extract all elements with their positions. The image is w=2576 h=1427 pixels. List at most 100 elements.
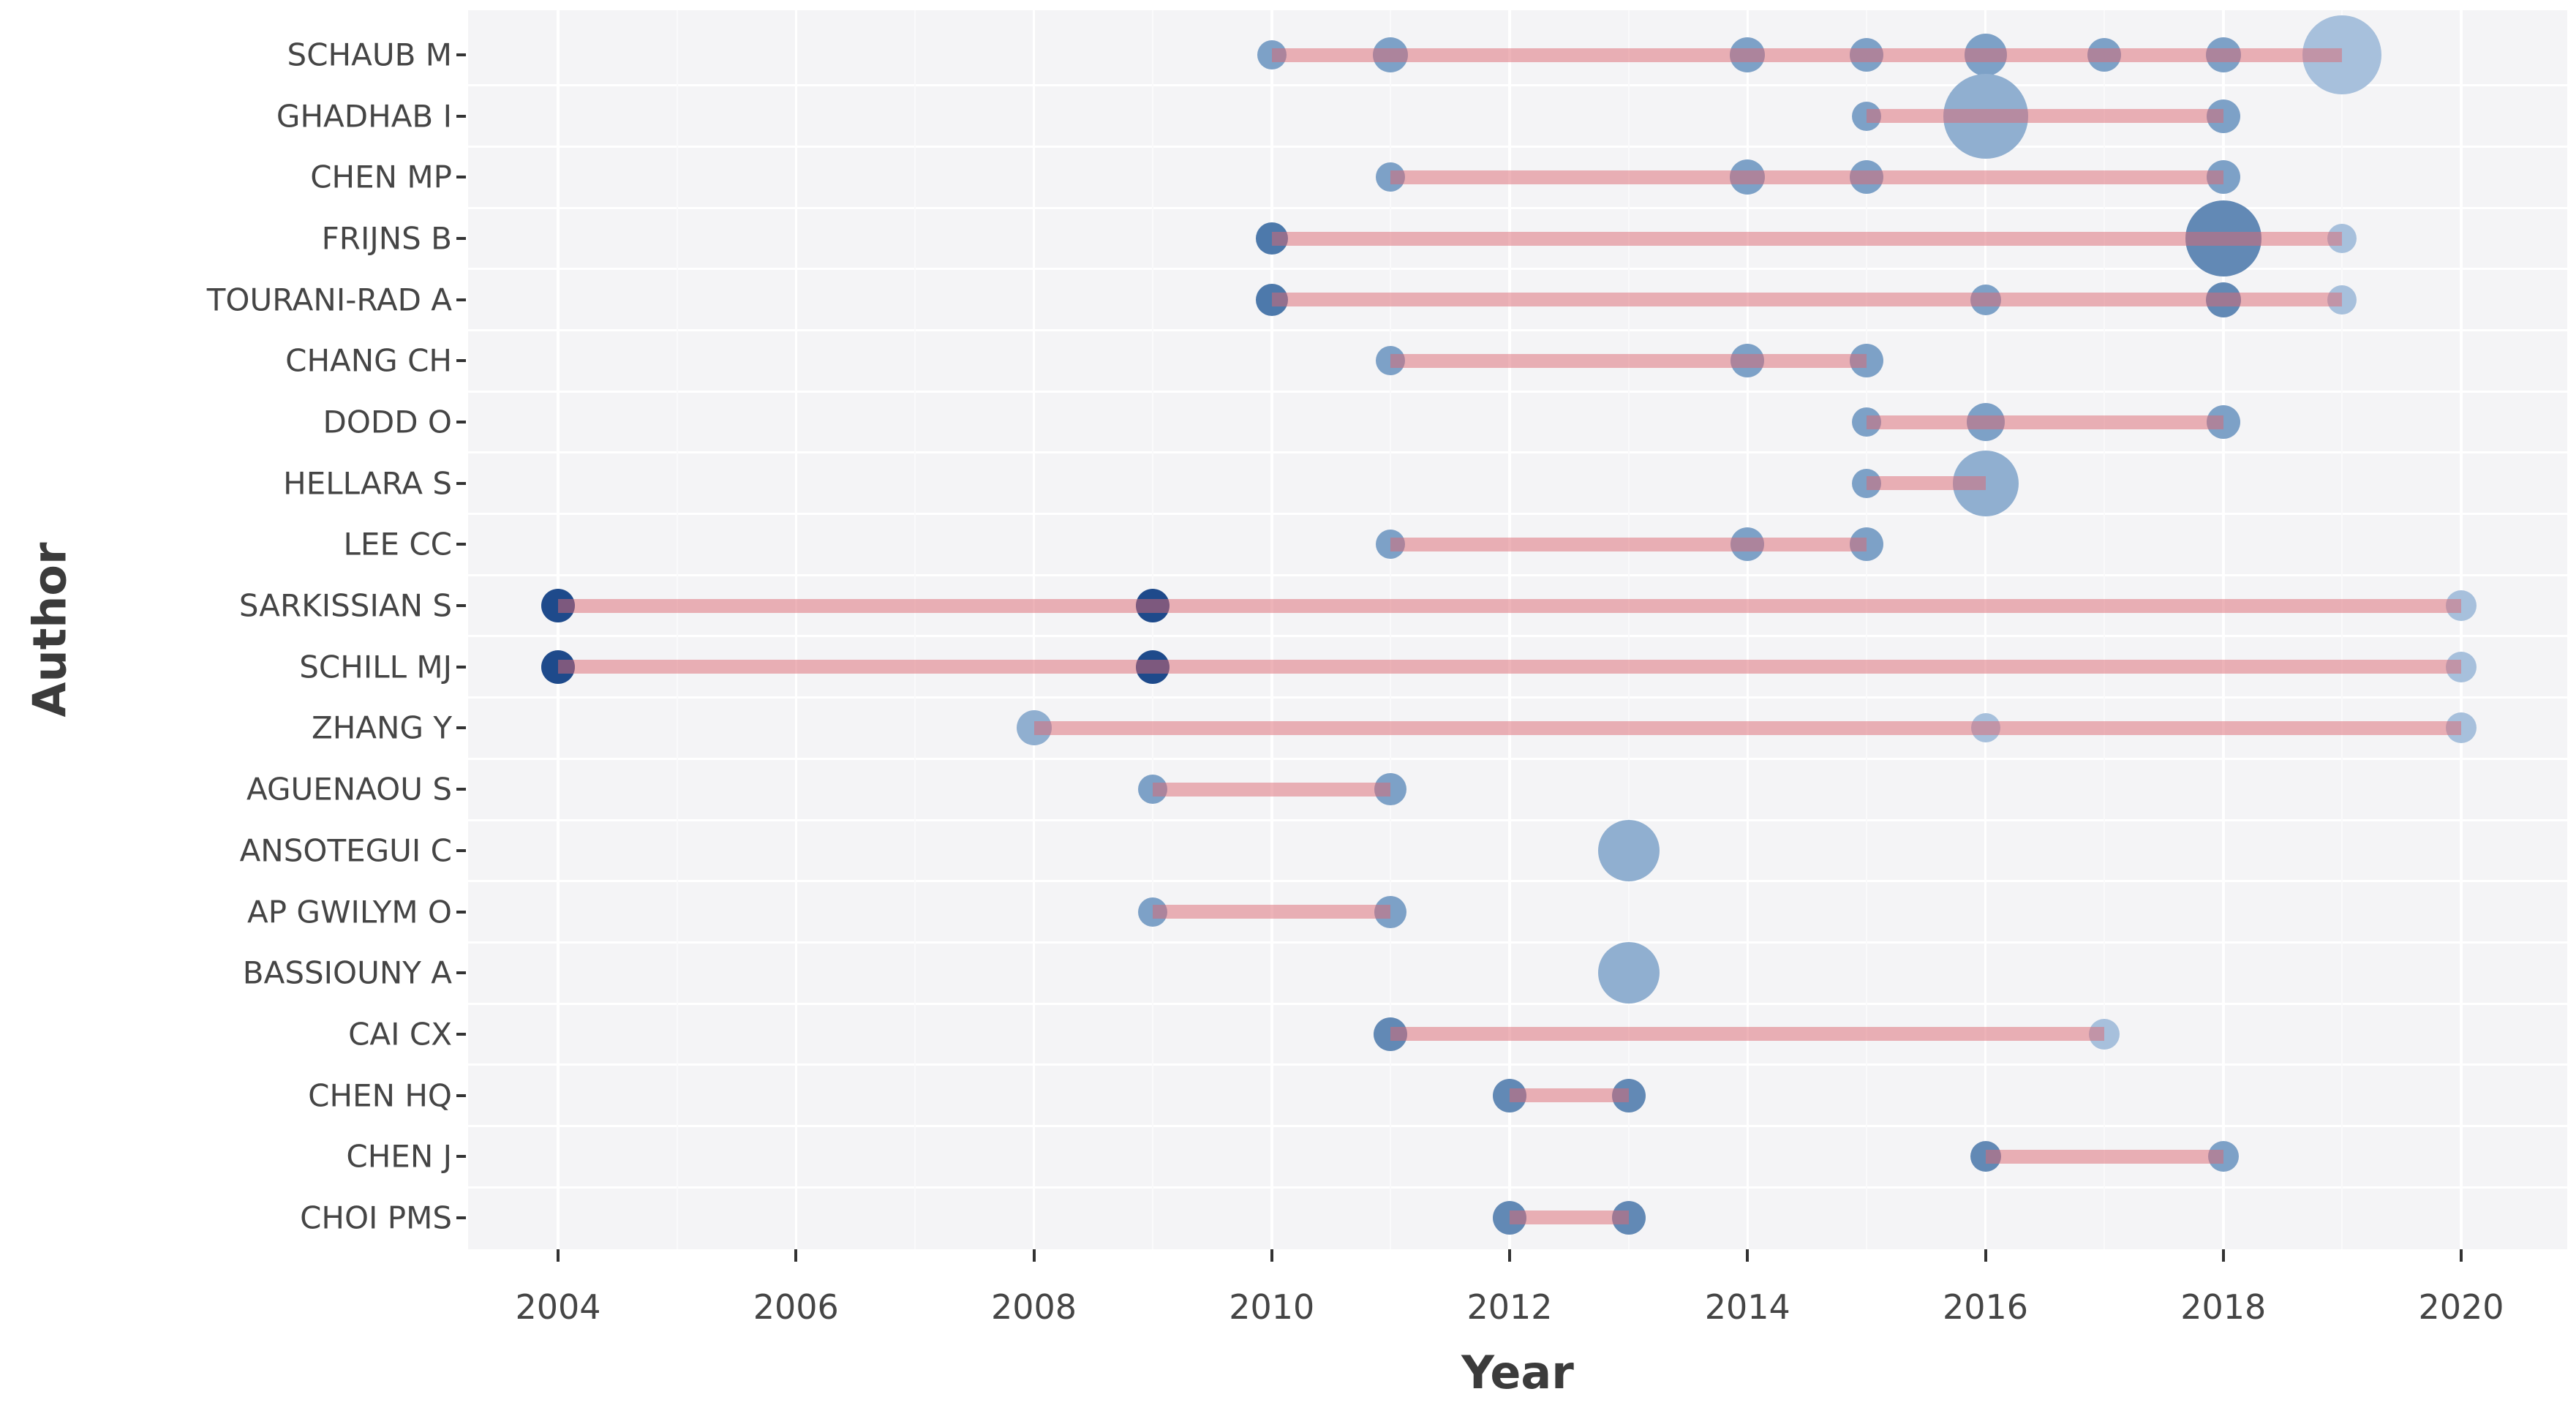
vertical-gridline: [2460, 10, 2463, 1249]
y-axis-tick: [456, 176, 466, 179]
y-axis-tick: [456, 359, 466, 363]
vertical-gridline: [2222, 10, 2225, 1249]
vertical-gridline: [1746, 10, 1749, 1249]
production-timeline: [1153, 905, 1391, 919]
horizontal-gridline: [468, 635, 2567, 638]
y-axis-tick: [456, 1032, 466, 1036]
y-axis-tick: [456, 604, 466, 608]
x-axis-tick: [1746, 1249, 1750, 1262]
y-axis-label: CHOI PMS: [300, 1200, 452, 1236]
y-axis-label: CAI CX: [348, 1016, 452, 1053]
horizontal-gridline: [468, 84, 2567, 87]
x-axis-tick: [1508, 1249, 1511, 1262]
horizontal-gridline: [468, 696, 2567, 699]
y-axis-title: Author: [23, 542, 77, 718]
y-axis-label: CHEN J: [346, 1138, 452, 1175]
production-timeline: [1033, 720, 2461, 735]
vertical-gridline: [1270, 10, 1273, 1249]
y-axis-label: ZHANG Y: [311, 709, 452, 746]
x-axis-tick: [557, 1249, 560, 1262]
x-axis-tick-label: 2012: [1466, 1287, 1553, 1327]
horizontal-gridline: [468, 1002, 2567, 1005]
y-axis-label: SARKISSIAN S: [238, 587, 452, 624]
production-timeline: [1866, 476, 1986, 491]
vertical-minor-gridline: [1627, 10, 1630, 1249]
production-timeline: [1271, 293, 2343, 307]
y-axis-label: AGUENAOU S: [246, 771, 452, 807]
vertical-gridline: [557, 10, 560, 1249]
y-axis-tick: [456, 237, 466, 241]
production-timeline: [558, 598, 2461, 613]
horizontal-gridline: [468, 268, 2567, 271]
vertical-minor-gridline: [2104, 10, 2106, 1249]
y-axis-tick: [456, 1155, 466, 1159]
y-axis-label: GHADHAB I: [276, 98, 452, 135]
y-axis-label: HELLARA S: [283, 465, 452, 502]
y-axis-tick: [456, 1216, 466, 1219]
x-axis-tick-label: 2010: [1229, 1287, 1315, 1327]
y-axis-tick: [456, 665, 466, 669]
y-axis-label: AP GWILYM O: [247, 894, 452, 930]
y-axis-label: CHEN MP: [310, 159, 452, 195]
y-axis-tick: [456, 53, 466, 56]
x-axis-tick-label: 2006: [753, 1287, 839, 1327]
y-axis-tick: [456, 1093, 466, 1097]
vertical-gridline: [794, 10, 797, 1249]
horizontal-gridline: [468, 757, 2567, 760]
y-axis-tick: [456, 726, 466, 730]
vertical-minor-gridline: [1152, 10, 1154, 1249]
horizontal-gridline: [468, 1063, 2567, 1066]
y-axis-tick: [456, 848, 466, 852]
x-axis-tick: [794, 1249, 798, 1262]
vertical-minor-gridline: [914, 10, 916, 1249]
x-axis-tick-label: 2016: [1942, 1287, 2029, 1327]
production-timeline: [1153, 782, 1391, 797]
production-timeline: [1985, 1149, 2223, 1164]
y-axis-label: CHANG CH: [285, 342, 452, 379]
x-axis-tick-label: 2020: [2418, 1287, 2504, 1327]
horizontal-gridline: [468, 206, 2567, 209]
article-dot: [1597, 942, 1660, 1004]
horizontal-gridline: [468, 390, 2567, 393]
x-axis-tick-label: 2018: [2180, 1287, 2267, 1327]
y-axis-label: SCHAUB M: [287, 37, 452, 73]
y-axis-tick: [456, 114, 466, 118]
article-dot: [1597, 819, 1660, 881]
horizontal-gridline: [468, 880, 2567, 883]
horizontal-gridline: [468, 1186, 2567, 1189]
y-axis-tick: [456, 298, 466, 301]
production-timeline: [1271, 231, 2343, 246]
y-axis-label: TOURANI-RAD A: [206, 282, 452, 318]
production-timeline: [558, 660, 2461, 674]
horizontal-gridline: [468, 146, 2567, 148]
horizontal-gridline: [468, 451, 2567, 454]
x-axis-tick: [2221, 1249, 2225, 1262]
production-timeline: [1510, 1088, 1629, 1103]
horizontal-gridline: [468, 818, 2567, 821]
y-axis-label: LEE CC: [343, 526, 452, 562]
y-axis-tick: [456, 971, 466, 975]
y-axis-label: ANSOTEGUI C: [239, 832, 452, 869]
x-axis-tick-label: 2004: [515, 1287, 601, 1327]
x-axis-tick-label: 2008: [990, 1287, 1077, 1327]
plot-panel: [468, 10, 2567, 1249]
vertical-minor-gridline: [1390, 10, 1392, 1249]
horizontal-gridline: [468, 329, 2567, 332]
vertical-gridline: [1508, 10, 1511, 1249]
vertical-minor-gridline: [2341, 10, 2343, 1249]
x-axis-tick: [2460, 1249, 2463, 1262]
x-axis-tick: [1270, 1249, 1273, 1262]
horizontal-gridline: [468, 573, 2567, 576]
horizontal-gridline: [468, 1124, 2567, 1127]
vertical-minor-gridline: [676, 10, 678, 1249]
production-timeline: [1866, 109, 2223, 124]
x-axis-title: Year: [1461, 1346, 1574, 1399]
y-axis-tick: [456, 910, 466, 914]
y-axis-label: CHEN HQ: [308, 1077, 452, 1114]
y-axis-label: DODD O: [323, 404, 453, 440]
vertical-gridline: [1984, 10, 1987, 1249]
production-timeline: [1390, 537, 1867, 551]
y-axis-label: SCHILL MJ: [299, 649, 452, 685]
y-axis-label: BASSIOUNY A: [242, 955, 452, 991]
